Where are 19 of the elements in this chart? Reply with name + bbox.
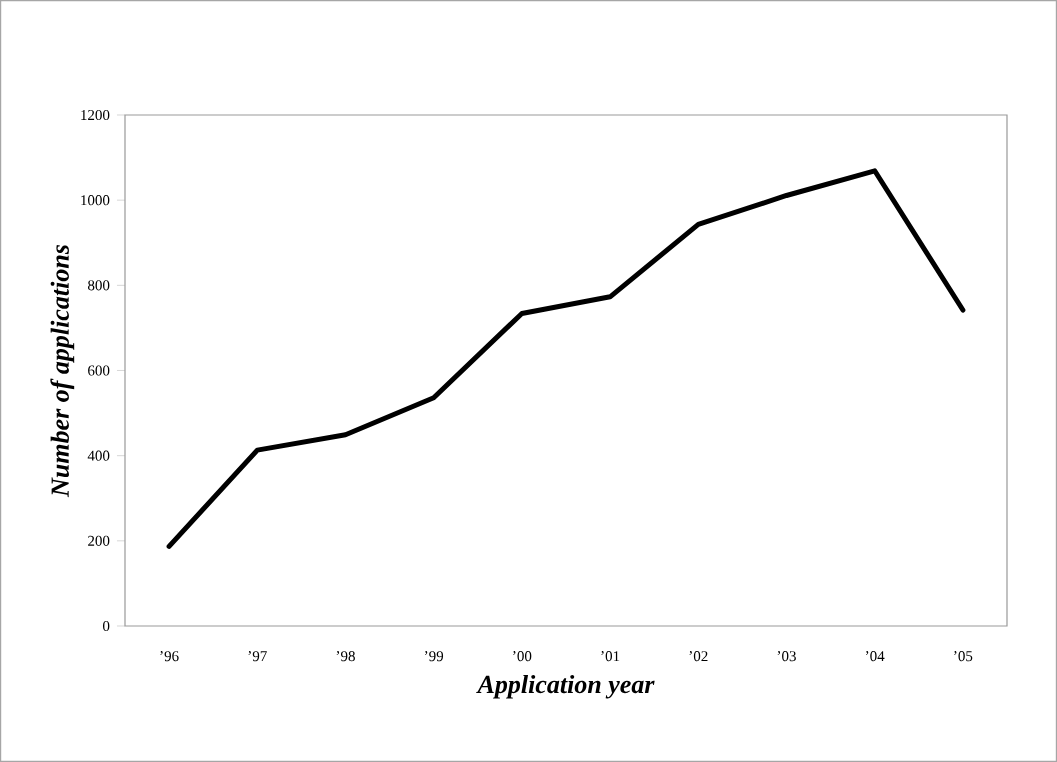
x-tick-label: ’04 — [866, 651, 885, 662]
y-tick-label: 400 — [87, 450, 110, 461]
y-tick-label: 0 — [103, 620, 110, 632]
x-tick-label: ’00 — [513, 651, 532, 662]
y-tick-label: 200 — [88, 535, 110, 546]
x-tick-label: ’98 — [336, 651, 355, 662]
y-tick-label: 800 — [88, 280, 110, 291]
x-tick-label: ’97 — [248, 651, 267, 662]
y-axis-title: Number of applications — [50, 244, 75, 498]
x-tick-label: ’96 — [160, 651, 179, 662]
x-tick-label: ’03 — [777, 651, 796, 662]
y-tick-label: 1200 — [81, 109, 110, 121]
x-tick-label: ’02 — [689, 651, 708, 662]
x-tick-label: ’01 — [601, 651, 620, 662]
x-tick-label: ’99 — [425, 651, 444, 662]
y-tick-label: 600 — [88, 365, 110, 376]
y-tick-label: 1000 — [81, 195, 110, 206]
x-axis-title: Application year — [476, 674, 655, 699]
x-tick-label: ’05 — [954, 651, 973, 662]
